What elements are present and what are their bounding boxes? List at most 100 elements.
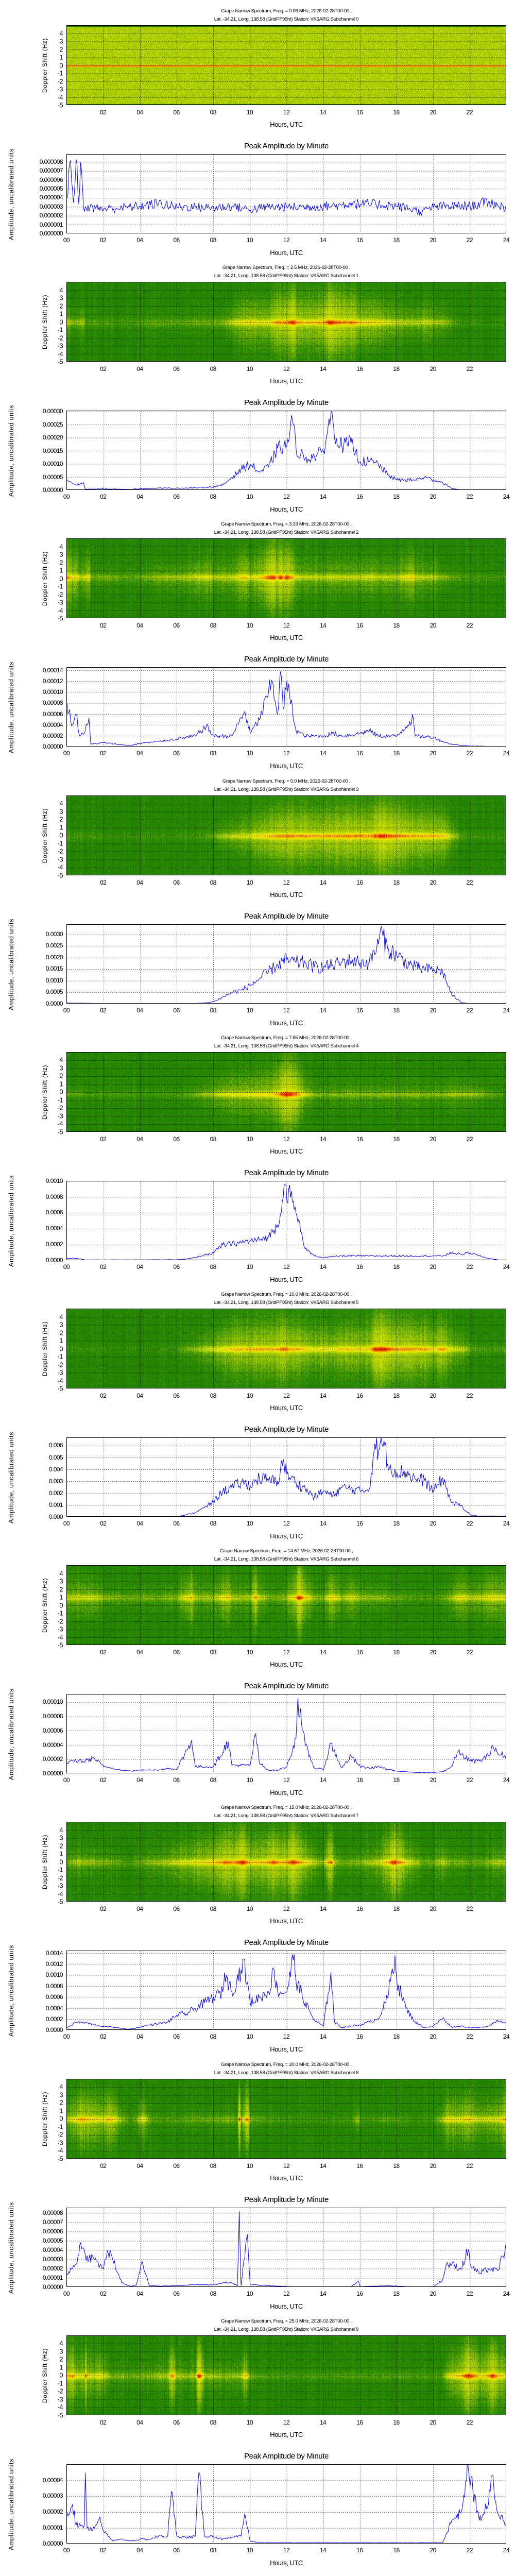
y-tick-label: -3	[57, 598, 63, 606]
subtitle-location-station: Lat. -34.21, Long. 138.58 (GridPF95ht) S…	[214, 1300, 356, 1306]
amplitude-series-line	[67, 2211, 506, 2286]
x-tick-label: 18	[393, 1776, 400, 1784]
y-tick-label: -2	[57, 1361, 63, 1368]
y-tick-label: -3	[57, 2395, 63, 2403]
y-tick-label: 0.0005	[45, 988, 63, 996]
x-tick-label: 12	[283, 1392, 290, 1399]
x-tick-label: 22	[466, 1135, 473, 1143]
subtitle-subchannel-number: 8	[356, 2070, 359, 2076]
y-tick-label: 0.0002	[45, 2015, 63, 2023]
x-tick-label: 14	[320, 1006, 327, 1014]
spectrogram-subtitle: Lat. -34.21, Long. 138.58 (GridPF95ht) S…	[66, 1043, 506, 1049]
y-tick-label: 0.00030	[42, 408, 63, 415]
x-tick-label: 14	[320, 1135, 327, 1143]
amplitude-chart	[67, 1951, 506, 2030]
y-tick-label: 4	[59, 799, 63, 807]
y-axis-label: Amplitude, uncalibrated units	[8, 918, 15, 1010]
subtitle-subchannel-number: 3	[356, 786, 359, 792]
amplitude-title: Peak Amplitude by Minute	[244, 1938, 329, 1947]
y-tick-label: 0.00001	[42, 2523, 63, 2531]
amplitude-title: Peak Amplitude by Minute	[244, 655, 329, 664]
y-tick-label: 3	[59, 550, 63, 558]
spectrogram-title: Grape Narrow Spectrum, Freq. = 5.0 MHz, …	[222, 778, 351, 784]
y-tick-label: -5	[57, 358, 63, 366]
x-tick-label: 22	[466, 1392, 473, 1399]
amplitude-chart	[67, 411, 506, 490]
x-tick-label: 10	[246, 1905, 253, 1913]
y-tick-label: 0.0002	[45, 1240, 63, 1248]
amplitude-series-line	[67, 926, 469, 1003]
x-tick-label: 14	[320, 1392, 327, 1399]
y-tick-label: -2	[57, 2387, 63, 2395]
y-tick-label: 0.00000	[42, 2283, 63, 2291]
spectrogram-subtitle: Lat. -34.21, Long. 138.58 (GridPF95ht) S…	[66, 16, 506, 23]
x-axis-label: Hours, UTC	[270, 1917, 303, 1925]
x-axis-label: Hours, UTC	[270, 1019, 303, 1027]
x-tick-label: 00	[63, 2033, 70, 2041]
y-tick-label: 3	[59, 1577, 63, 1585]
x-tick-label: 16	[356, 1006, 363, 1014]
y-tick-label: 0.0010	[45, 1177, 63, 1184]
y-tick-label: 0.0000	[45, 999, 63, 1007]
subtitle-location-station: Lat. -34.21, Long. 138.58 (GridPF95ht) S…	[214, 16, 356, 22]
x-tick-label: 20	[430, 878, 437, 886]
x-tick-label: 22	[466, 1776, 473, 1784]
x-tick-label: 24	[503, 1263, 510, 1270]
x-tick-label: 00	[63, 2290, 70, 2297]
y-tick-label: 0	[59, 318, 63, 326]
y-tick-label: 2	[59, 302, 63, 310]
y-tick-label: 1	[59, 2107, 63, 2115]
y-tick-label: 0	[59, 831, 63, 839]
x-tick-label: 02	[100, 1776, 107, 1784]
y-tick-label: -4	[57, 606, 63, 615]
y-tick-label: 0	[59, 2371, 63, 2379]
x-tick-label: 24	[503, 2033, 510, 2041]
subchannel-panel: Grape Narrow Spectrum, Freq. = 0.06 MHz,…	[0, 8, 515, 265]
x-tick-label: 14	[320, 750, 327, 757]
x-tick-label: 08	[210, 365, 217, 373]
x-tick-label: 06	[173, 1006, 180, 1014]
x-tick-label: 12	[283, 493, 290, 501]
x-tick-label: 12	[283, 1263, 290, 1270]
y-tick-label: 2	[59, 1842, 63, 1850]
x-tick-label: 18	[393, 2546, 400, 2554]
y-tick-label: 0.00010	[42, 1698, 63, 1706]
x-tick-label: 02	[100, 878, 107, 886]
amplitude-plot	[66, 2207, 506, 2287]
x-tick-label: 02	[100, 750, 107, 757]
subtitle-subchannel-number: 0	[356, 16, 359, 22]
y-tick-label: 0.003	[48, 1477, 63, 1485]
x-tick-label: 20	[430, 2418, 437, 2426]
x-tick-label: 22	[466, 109, 473, 116]
x-tick-label: 14	[320, 236, 327, 244]
subtitle-location-station: Lat. -34.21, Long. 138.58 (GridPF95ht) S…	[214, 530, 356, 536]
x-tick-label: 12	[283, 878, 290, 886]
y-tick-label: 0.0020	[45, 953, 63, 961]
x-tick-label: 04	[136, 236, 143, 244]
x-tick-label: 12	[283, 1649, 290, 1656]
y-tick-label: -4	[57, 350, 63, 358]
y-tick-label: -3	[57, 1112, 63, 1120]
x-tick-label: 00	[63, 750, 70, 757]
y-tick-label: 0.0015	[45, 965, 63, 973]
x-tick-label: 08	[210, 109, 217, 116]
y-axis-label: Amplitude, uncalibrated units	[8, 1688, 15, 1781]
y-tick-label: 0.0000	[45, 1256, 63, 1264]
x-tick-label: 18	[393, 2290, 400, 2297]
x-tick-label: 04	[136, 1776, 143, 1784]
amplitude-title: Peak Amplitude by Minute	[244, 1682, 329, 1691]
y-tick-label: 0.0004	[45, 1225, 63, 1232]
y-tick-label: 0.00025	[42, 420, 63, 428]
x-tick-label: 06	[173, 1392, 180, 1399]
amplitude-title: Peak Amplitude by Minute	[244, 2451, 329, 2461]
x-axis-label: Hours, UTC	[270, 890, 303, 899]
amplitude-plot	[66, 1180, 506, 1260]
y-tick-label: 3	[59, 807, 63, 816]
y-tick-label: -1	[57, 1866, 63, 1874]
x-tick-label: 06	[173, 109, 180, 116]
y-axis-label: Doppler Shift (Hz)	[41, 808, 48, 863]
x-tick-label: 02	[100, 622, 107, 630]
x-axis-label: Hours, UTC	[270, 1532, 303, 1540]
amplitude-plot	[66, 1951, 506, 2030]
subchannel-panel: Grape Narrow Spectrum, Freq. = 20.0 MHz,…	[0, 2062, 515, 2318]
